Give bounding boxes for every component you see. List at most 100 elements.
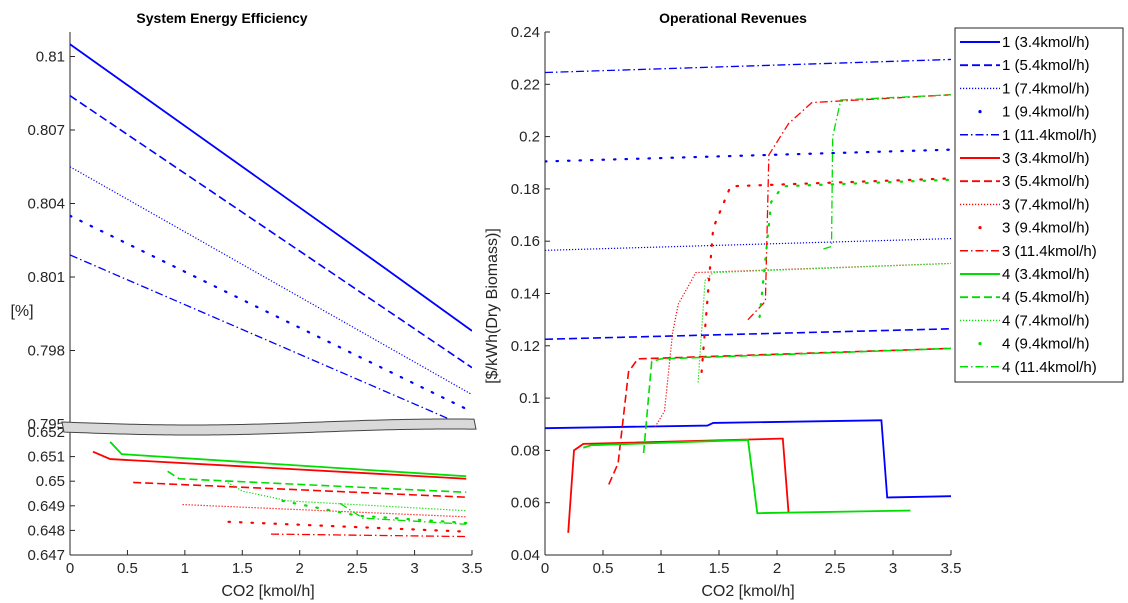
x-tick-label: 1 <box>657 560 665 577</box>
y-tick-label: 0.22 <box>511 76 540 93</box>
series-line-1-5.4kmol-h <box>545 328 951 341</box>
y-tick-label: 0.804 <box>27 196 65 213</box>
y-tick-label: 0.81 <box>36 49 65 66</box>
x-tick-label: 0 <box>541 560 549 577</box>
series-line-1-3.4kmol-h <box>70 43 472 332</box>
legend-label: 3 (7.4kmol/h) <box>1002 196 1090 213</box>
plot-area <box>70 432 472 555</box>
y-tick-label: 0.24 <box>511 24 540 41</box>
y-tick-label: 0.06 <box>511 495 540 512</box>
legend-label: 4 (3.4kmol/h) <box>1002 266 1090 283</box>
series-line-3-11.4kmol-h <box>270 533 467 538</box>
y-tick-label: 0.801 <box>27 269 65 286</box>
series-line-4-9.4kmol-h <box>758 178 951 319</box>
x-tick-label: 3.5 <box>462 560 483 577</box>
series-line-4-5.4kmol-h <box>642 347 951 454</box>
right-axes: 0 0.5 1 1.5 2 2.5 3 3.5 0.04 0.06 0.08 0.1 0.12 0.14 0… <box>511 24 962 577</box>
series-line-1-11.4kmol-h <box>70 254 463 424</box>
left-chart-efficiency: System Energy Efficiency 0.795 0.798 0.801… <box>10 10 482 600</box>
legend-item: 4 (7.4kmol/h) <box>960 312 1090 329</box>
legend-item: 1 (9.4kmol/h) <box>978 104 1090 121</box>
legend-label: 1 (11.4kmol/h) <box>1002 127 1097 144</box>
legend-item: 3 (9.4kmol/h) <box>978 220 1090 237</box>
x-tick-label: 0 <box>66 560 74 577</box>
y-tick-label: 0.647 <box>27 547 65 564</box>
x-tick-label: 2.5 <box>347 560 368 577</box>
x-tick-label: 1 <box>181 560 189 577</box>
legend-label: 4 (9.4kmol/h) <box>1002 336 1090 353</box>
legend-item: 1 (5.4kmol/h) <box>960 57 1090 74</box>
legend-item: 3 (5.4kmol/h) <box>960 173 1090 190</box>
series-line-4-9.4kmol-h <box>281 499 468 525</box>
series-line-4-3.4kmol-h <box>109 441 467 478</box>
y-tick-label: 0.65 <box>36 473 65 490</box>
y-tick-label: 0.12 <box>511 338 540 355</box>
legend-item: 3 (7.4kmol/h) <box>960 196 1090 213</box>
left-chart-title: System Energy Efficiency <box>136 10 307 26</box>
x-tick-label: 1.5 <box>232 560 253 577</box>
x-tick-label: 0.5 <box>593 560 614 577</box>
y-tick-label: 0.18 <box>511 181 540 198</box>
legend-label: 3 (3.4kmol/h) <box>1002 150 1090 167</box>
series-line-3-3.4kmol-h <box>567 437 790 533</box>
legend-label: 1 (9.4kmol/h) <box>1002 104 1090 121</box>
series-line-4-11.4kmol-h <box>339 502 467 525</box>
legend-item: 4 (11.4kmol/h) <box>960 359 1097 376</box>
right-x-axis-label: CO2 [kmol/h] <box>701 583 794 600</box>
series-line-3-7.4kmol-h <box>182 503 467 518</box>
legend-swatch <box>978 110 982 114</box>
legend-label: 3 (9.4kmol/h) <box>1002 220 1090 237</box>
legend-label: 4 (7.4kmol/h) <box>1002 312 1090 329</box>
legend-item: 3 (3.4kmol/h) <box>960 150 1090 167</box>
y-tick-label: 0.08 <box>511 442 540 459</box>
right-chart-title: Operational Revenues <box>659 10 807 26</box>
legend-item: 1 (7.4kmol/h) <box>960 80 1090 97</box>
x-tick-label: 0.5 <box>117 560 138 577</box>
legend-label: 3 (11.4kmol/h) <box>1002 243 1097 260</box>
legend-item: 4 (5.4kmol/h) <box>960 289 1090 306</box>
left-y-axis-label: [%] <box>10 303 33 320</box>
legend-box <box>954 27 1124 383</box>
y-tick-label: 0.807 <box>27 122 65 139</box>
x-tick-label: 3 <box>410 560 418 577</box>
x-tick-label: 3 <box>889 560 897 577</box>
y-tick-label: 0.648 <box>27 522 65 539</box>
series-line-1-3.4kmol-h <box>545 419 951 499</box>
series-line-3-3.4kmol-h <box>92 450 467 480</box>
axis-break-marker <box>61 418 477 436</box>
series-line-3-11.4kmol-h <box>747 94 951 321</box>
left-lower-axes: 0 0.5 1 1.5 2 2.5 3 3.5 0.647 0.648 0.649 0.65 0.651… <box>27 424 482 577</box>
y-tick-label: 0.2 <box>519 129 540 146</box>
x-tick-label: 1.5 <box>709 560 730 577</box>
series-line-1-5.4kmol-h <box>70 95 472 369</box>
left-x-axis-label: CO2 [kmol/h] <box>221 583 314 600</box>
x-tick-label: 2 <box>296 560 304 577</box>
series-line-4-5.4kmol-h <box>167 470 467 494</box>
plot-area <box>70 32 472 424</box>
legend-item: 1 (3.4kmol/h) <box>960 34 1090 51</box>
y-tick-label: 0.652 <box>27 424 65 441</box>
y-tick-label: 0.649 <box>27 498 65 515</box>
series-line-1-7.4kmol-h <box>70 166 472 396</box>
y-tick-label: 0.798 <box>27 343 65 360</box>
y-tick-label: 0.1 <box>519 390 540 407</box>
y-tick-label: 0.04 <box>511 547 540 564</box>
legend-swatch <box>978 342 982 346</box>
legend-label: 4 (5.4kmol/h) <box>1002 289 1090 306</box>
legend: 1 (3.4kmol/h) 1 (5.4kmol/h) 1 (7.4kmol/h) 1… <box>954 27 1124 383</box>
legend-label: 4 (11.4kmol/h) <box>1002 359 1097 376</box>
legend-label: 3 (5.4kmol/h) <box>1002 173 1090 190</box>
series-line-4-11.4kmol-h <box>823 94 951 250</box>
x-tick-label: 2 <box>773 560 781 577</box>
legend-item: 4 (3.4kmol/h) <box>960 266 1090 283</box>
right-chart-revenues: Operational Revenues 0 0.5 1 1.5 2 2.5 3 3.5 0.0… <box>484 10 961 600</box>
legend-label: 1 (7.4kmol/h) <box>1002 80 1090 97</box>
y-tick-label: 0.795 <box>27 416 65 433</box>
series-line-3-9.4kmol-h <box>700 177 951 374</box>
legend-swatch <box>978 226 982 230</box>
legend-label: 1 (3.4kmol/h) <box>1002 34 1090 51</box>
legend-item: 1 (11.4kmol/h) <box>960 127 1097 144</box>
series-line-4-3.4kmol-h <box>583 439 911 515</box>
y-tick-label: 0.651 <box>27 449 65 466</box>
